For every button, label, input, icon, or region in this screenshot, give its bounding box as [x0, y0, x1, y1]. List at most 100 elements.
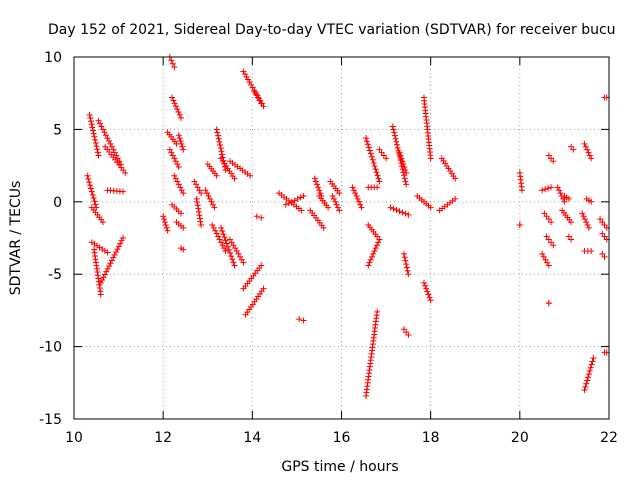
data-point	[372, 166, 379, 173]
y-tick-label: -15	[39, 412, 62, 428]
data-point	[399, 209, 406, 216]
data-point	[542, 186, 549, 193]
series-s44	[363, 135, 383, 185]
data-point	[403, 261, 410, 268]
data-point	[169, 94, 176, 101]
data-point	[103, 268, 110, 275]
data-point	[240, 259, 247, 266]
series-s72	[565, 233, 575, 243]
data-point	[334, 204, 341, 211]
data-point	[95, 152, 102, 159]
data-point	[392, 135, 399, 142]
y-tick-labels: -15 -10 -5 0 5 10	[39, 50, 62, 428]
data-point	[581, 216, 588, 223]
data-point	[368, 153, 375, 160]
data-point	[219, 242, 226, 249]
data-point	[108, 143, 115, 150]
data-point	[176, 135, 183, 142]
axis-ticks	[73, 56, 610, 420]
data-point	[260, 285, 267, 292]
data-point	[366, 147, 373, 154]
data-point	[175, 164, 182, 171]
series-s70	[561, 193, 572, 202]
data-point	[215, 135, 222, 142]
series-s56	[420, 94, 434, 162]
data-point	[548, 219, 555, 226]
data-point	[404, 267, 411, 274]
series-s76	[583, 195, 595, 205]
data-point	[100, 274, 107, 281]
data-point	[177, 137, 184, 144]
data-point	[581, 387, 588, 394]
series-s3	[88, 239, 111, 256]
data-point	[320, 224, 327, 231]
data-point	[174, 161, 181, 168]
data-point	[180, 224, 187, 231]
data-point	[87, 118, 94, 125]
data-point	[220, 231, 227, 238]
data-point	[196, 215, 203, 222]
data-point	[221, 245, 228, 252]
series-s32	[240, 262, 265, 292]
series-s21	[193, 195, 205, 228]
data-point	[425, 291, 432, 298]
data-point	[218, 224, 225, 231]
series-s29	[227, 236, 247, 266]
data-point	[391, 132, 398, 139]
data-point	[403, 181, 410, 188]
data-point	[403, 169, 410, 176]
grid-lines	[74, 57, 609, 419]
data-point	[89, 191, 96, 198]
data-point	[354, 195, 361, 202]
data-point	[176, 111, 183, 118]
data-point	[180, 146, 187, 153]
data-point	[363, 138, 370, 145]
data-point	[370, 250, 377, 257]
data-point	[588, 198, 595, 205]
data-point	[545, 262, 552, 269]
series-s45	[365, 184, 381, 191]
data-point	[399, 158, 406, 165]
series-s13	[169, 94, 184, 121]
data-point	[114, 246, 121, 253]
series-s74	[581, 140, 595, 162]
data-point	[174, 178, 181, 185]
series-s35	[276, 190, 305, 214]
data-point	[373, 169, 380, 176]
data-point	[401, 164, 408, 171]
series-s63	[539, 250, 552, 269]
data-point	[374, 172, 381, 179]
data-point	[88, 121, 95, 128]
series-s77	[581, 355, 597, 394]
data-points	[84, 54, 610, 399]
series-s19	[178, 245, 187, 253]
data-point	[168, 149, 175, 156]
data-point	[171, 155, 178, 162]
data-point	[178, 187, 185, 194]
data-point	[178, 140, 185, 147]
data-point	[300, 317, 307, 324]
data-point	[396, 149, 403, 156]
data-point	[180, 246, 187, 253]
data-point	[170, 97, 177, 104]
data-point	[87, 185, 94, 192]
data-point	[108, 257, 115, 264]
data-point	[365, 144, 372, 151]
data-point	[588, 248, 595, 255]
series-s16	[171, 172, 187, 197]
series-s24	[209, 221, 229, 255]
data-point	[401, 175, 408, 182]
data-point	[99, 126, 106, 133]
data-point	[315, 184, 322, 191]
series-s1	[84, 172, 100, 211]
data-point	[215, 233, 222, 240]
data-point	[110, 146, 117, 153]
data-point	[231, 262, 238, 269]
data-point	[87, 182, 94, 189]
series-s78	[597, 216, 610, 231]
data-point	[376, 178, 383, 185]
data-point	[208, 198, 215, 205]
data-point	[402, 166, 409, 173]
data-point	[366, 259, 373, 266]
series-s33	[242, 285, 267, 318]
